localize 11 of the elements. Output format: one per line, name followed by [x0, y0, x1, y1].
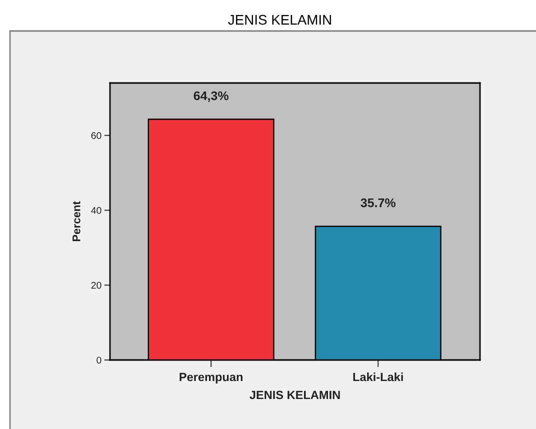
chart-title: JENIS KELAMIN [228, 14, 331, 25]
x-axis-title: JENIS KELAMIN [250, 390, 340, 400]
x-tick-label: Perempuan [180, 372, 242, 384]
y-tick-label: 0 [96, 356, 102, 364]
data-label: 35.7% [360, 198, 396, 208]
x-tick-label: Laki-Laki [353, 372, 403, 382]
y-axis-title: Percent [72, 201, 80, 242]
y-tick-label: 40 [91, 207, 102, 214]
y-tick-label: 60 [91, 132, 102, 140]
data-label: 64,3% [194, 91, 228, 102]
y-tick-label: 20 [91, 282, 102, 289]
